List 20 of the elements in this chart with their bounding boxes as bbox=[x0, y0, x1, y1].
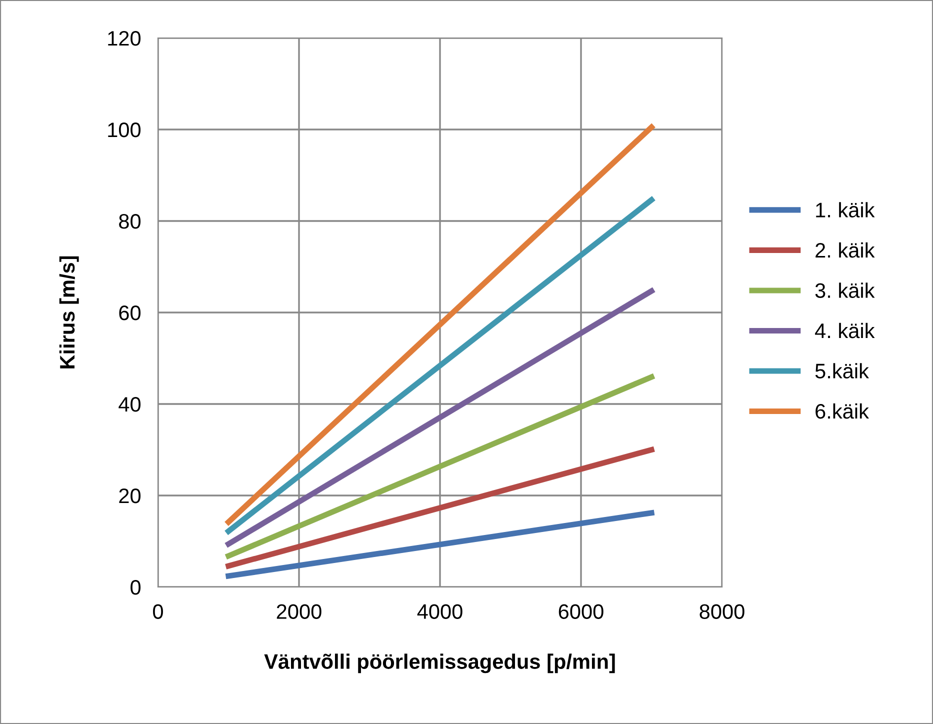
x-tick-label: 4000 bbox=[417, 604, 462, 619]
y-tick-label: 120 bbox=[108, 31, 141, 46]
legend-label: 3. käik bbox=[815, 282, 875, 298]
y-tick-label: 80 bbox=[119, 214, 141, 229]
legend-label: 2. käik bbox=[816, 242, 875, 258]
y-tick-label: 20 bbox=[119, 488, 141, 504]
x-tick-label: 6000 bbox=[558, 604, 604, 619]
y-tick-label: 100 bbox=[108, 122, 141, 138]
y-tick-label: 0 bbox=[130, 580, 141, 595]
y-tick-label: 60 bbox=[119, 306, 141, 320]
x-tick-label: 0 bbox=[153, 604, 163, 619]
x-tick-label: 8000 bbox=[700, 604, 744, 619]
x-tick-label: 2000 bbox=[276, 604, 322, 619]
y-tick-label: 40 bbox=[118, 397, 141, 412]
legend-label: 4. käik bbox=[815, 322, 875, 338]
legend-label: 6.käik bbox=[816, 403, 869, 419]
y-axis-title: Kiirus [m/s] bbox=[59, 256, 79, 368]
legend-label: 1. käik bbox=[816, 202, 875, 218]
legend-label: 5.käik bbox=[815, 363, 869, 378]
x-axis-title: Väntvõlli pöörlemissagedus [p/min] bbox=[264, 654, 615, 674]
